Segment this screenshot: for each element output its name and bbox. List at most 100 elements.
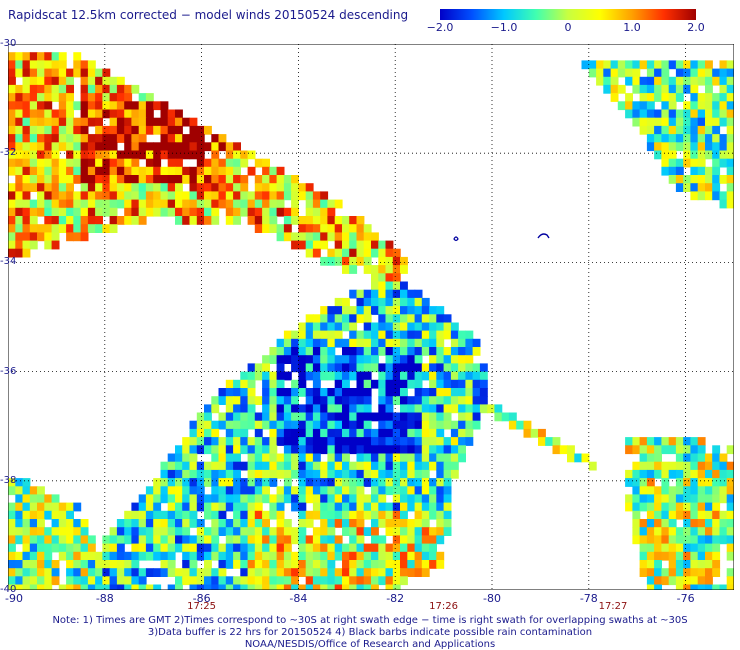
wind-difference-cell [668,109,677,119]
wind-difference-cell [160,150,169,160]
wind-difference-cell [66,527,74,536]
wind-difference-cell [705,453,713,463]
wind-difference-cell [153,584,162,590]
wind-difference-map [8,44,734,590]
wind-difference-cell [392,478,401,487]
wind-difference-cell [458,412,466,422]
wind-difference-cell [87,191,96,201]
wind-difference-cell [44,191,53,201]
wind-difference-cell [15,248,24,258]
wind-difference-cell [138,109,147,119]
wind-difference-cell [342,469,350,479]
wind-difference-cell [421,330,430,340]
wind-difference-cell [29,76,38,86]
wind-difference-cell [109,224,118,233]
wind-difference-cell [421,527,430,536]
wind-difference-cell [276,527,285,536]
wind-difference-cell [87,109,96,119]
wind-difference-cell [15,84,24,94]
wind-difference-cell [378,445,387,455]
wind-difference-cell [37,207,45,217]
wind-difference-cell [683,461,692,471]
wind-difference-cell [291,207,299,217]
wind-difference-cell [283,224,292,233]
wind-difference-cell [66,84,74,94]
wind-difference-cell [8,117,16,127]
wind-difference-cell [8,134,16,143]
wind-difference-cell [683,445,692,455]
wind-difference-cell [283,461,292,471]
wind-difference-cell [312,338,321,348]
colorbar-tick-label: −2.0 [426,21,454,34]
wind-difference-cell [617,84,626,94]
wind-difference-cell [342,314,350,324]
wind-difference-cell [37,232,45,242]
wind-difference-cell [218,543,227,553]
wind-difference-cell [211,486,220,496]
chart-title: Rapidscat 12.5km corrected − model winds… [8,8,409,22]
wind-difference-cell [320,527,329,536]
wind-difference-cell [356,289,365,299]
wind-difference-cell [66,101,74,111]
wind-difference-cell [124,527,133,536]
wind-difference-cell [342,560,350,569]
wind-difference-cell [291,330,299,340]
wind-difference-cell [211,494,220,504]
wind-difference-cell [349,232,358,242]
wind-difference-cell [22,560,31,569]
wind-difference-cell [705,469,713,479]
wind-difference-cell [443,469,452,479]
wind-difference-cell [436,502,445,512]
wind-difference-cell [719,469,728,479]
wind-difference-cell [160,560,169,569]
wind-difference-cell [283,494,292,504]
wind-difference-cell [66,224,74,233]
wind-difference-cell [269,347,278,356]
wind-difference-cell [407,338,416,348]
wind-difference-cell [276,486,285,496]
wind-difference-cell [8,527,16,536]
wind-difference-cell [283,232,292,242]
wind-difference-cell [233,175,241,184]
colorbar-tick-label: 0 [564,21,572,34]
wind-difference-cell [305,453,314,463]
wind-difference-cell [697,437,706,446]
wind-difference-cell [51,76,60,86]
wind-difference-cell [356,256,365,266]
wind-difference-cell [37,150,45,160]
wind-difference-cell [356,314,365,324]
wind-difference-cell [254,560,263,569]
wind-difference-cell [15,486,24,496]
wind-difference-cell [378,568,387,577]
wind-difference-cell [371,281,379,291]
wind-difference-cell [668,494,677,504]
wind-difference-cell [378,314,387,324]
wind-difference-cell [639,486,648,496]
wind-difference-cell [661,576,670,586]
wind-difference-cell [283,486,292,496]
wind-difference-cell [385,256,394,266]
wind-difference-cell [654,568,662,577]
wind-difference-cell [138,535,147,545]
wind-difference-cell [479,396,488,405]
wind-difference-cell [320,445,329,455]
wind-difference-cell [73,216,82,225]
wind-difference-cell [327,445,336,455]
wind-difference-cell [254,568,263,577]
wind-difference-cell [349,478,358,487]
wind-difference-cell [458,379,466,389]
wind-difference-cell [400,535,408,545]
wind-difference-cell [371,551,379,561]
wind-difference-cell [675,560,684,569]
wind-difference-cell [131,199,140,209]
wind-difference-cell [697,584,706,590]
wind-difference-cell [160,199,169,209]
wind-difference-cell [276,576,285,586]
wind-difference-cell [690,175,699,184]
wind-difference-cell [429,306,437,315]
wind-difference-cell [58,224,67,233]
wind-difference-cell [450,461,459,471]
wind-difference-cell [654,535,662,545]
wind-difference-cell [15,52,24,61]
wind-difference-cell [44,166,53,176]
